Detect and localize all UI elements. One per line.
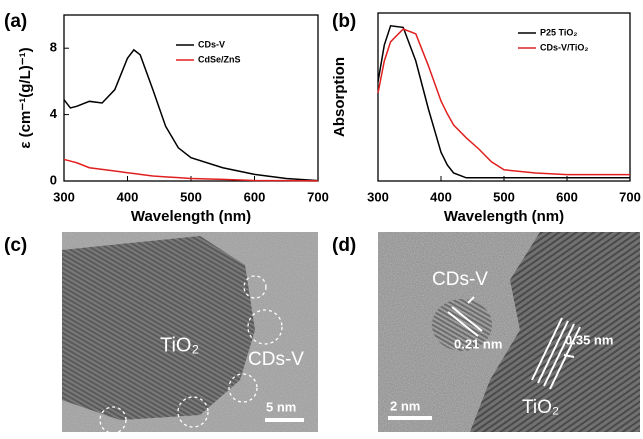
x-tick-label: 500: [180, 189, 202, 204]
x-tick-label: 600: [244, 189, 266, 204]
plot-frame: [378, 13, 630, 181]
x-tick-label: 400: [430, 189, 452, 204]
x-tick-label: 300: [367, 189, 389, 204]
annotation: 0.21 nm: [454, 336, 502, 351]
annotation: TiO₂: [522, 397, 559, 418]
plot-frame: [64, 15, 318, 181]
legend-label: CDs-V: [198, 39, 225, 49]
y-axis-label: ε (cm⁻¹(g/L)⁻¹): [17, 47, 34, 148]
x-tick-label: 700: [307, 189, 329, 204]
data-line: [64, 50, 318, 181]
scale-bar-label: 2 nm: [390, 398, 420, 413]
y-tick-label: 4: [50, 106, 58, 121]
legend-label: CDs-V/TiO₂: [540, 42, 588, 52]
annotation: 0.35 nm: [565, 332, 613, 347]
x-tick-label: 400: [117, 189, 139, 204]
data-line: [378, 29, 630, 175]
panel-label: (a): [4, 11, 27, 32]
x-tick-label: 700: [619, 189, 641, 204]
panel-label: (b): [332, 11, 356, 32]
y-tick-label: 0: [50, 172, 57, 187]
x-axis-label: Wavelength (nm): [131, 208, 251, 225]
x-axis-label: Wavelength (nm): [444, 208, 564, 225]
panel-label: (c): [4, 235, 27, 256]
x-tick-label: 500: [493, 189, 515, 204]
data-line: [378, 26, 630, 178]
legend-label: CdSe/ZnS: [198, 54, 241, 64]
annotation: CDs-V: [432, 269, 488, 290]
legend-label: P25 TiO₂: [540, 27, 577, 37]
y-tick-label: 8: [50, 40, 57, 55]
panel-label: (d): [332, 235, 356, 256]
y-axis-label: Absorption: [331, 57, 348, 137]
x-tick-label: 600: [556, 189, 578, 204]
annotation: CDs-V: [248, 349, 304, 370]
figure: (c) TiO₂ CDs-V 5 nm (d) CDs-V 0.21 nm 0.…: [0, 0, 643, 434]
scale-bar-label: 5 nm: [266, 399, 296, 414]
x-tick-label: 300: [53, 189, 75, 204]
annotation: TiO₂: [160, 334, 199, 356]
